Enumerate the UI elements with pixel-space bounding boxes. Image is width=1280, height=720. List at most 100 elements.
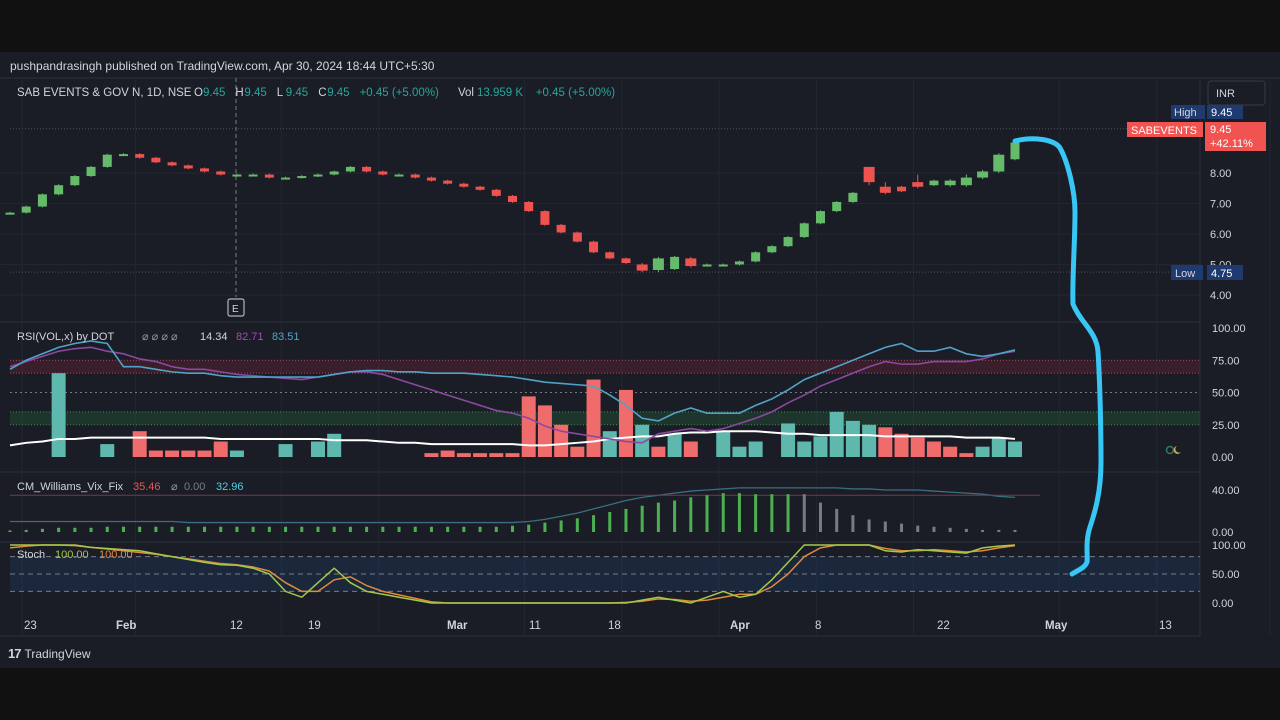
price-tag-value: 9.45 — [1210, 124, 1231, 136]
currency-label: INR — [1216, 88, 1235, 100]
candle-body — [685, 258, 697, 267]
vix-bar — [1013, 529, 1017, 532]
candle — [636, 262, 648, 273]
vix-value-placeholder: ⌀ — [171, 481, 178, 493]
stoch-axis-tick: 100.00 — [1212, 540, 1246, 552]
candle-body — [718, 264, 728, 267]
candle — [394, 173, 404, 177]
candle-body — [21, 206, 31, 213]
rsi-title: RSI(VOL,x) by DOT — [17, 331, 114, 343]
vix-bar — [689, 497, 693, 532]
candle — [912, 174, 924, 189]
candle-body — [475, 186, 485, 190]
candle-body — [702, 264, 712, 267]
time-axis-label: 22 — [937, 620, 950, 632]
stoch-title: Stoch — [17, 549, 45, 561]
candle — [248, 173, 258, 177]
candle-body — [54, 185, 64, 195]
candle — [345, 165, 355, 173]
price-axis-tick: 7.00 — [1210, 199, 1231, 211]
volume-bar — [473, 453, 488, 457]
tradingview-logo[interactable]: 17 TradingView — [8, 646, 91, 661]
candle-body — [491, 189, 501, 196]
volume-bar — [229, 450, 244, 457]
candle — [426, 176, 436, 182]
time-axis-label: 23 — [24, 620, 37, 632]
volume-bar — [521, 396, 536, 457]
vix-bar — [705, 495, 709, 532]
vix-axis-tick: 0.00 — [1212, 527, 1233, 539]
volume-bar — [51, 373, 66, 457]
vix-bar — [154, 526, 158, 532]
vix-bar — [170, 526, 174, 532]
stoch-axis-tick: 0.00 — [1212, 598, 1233, 610]
vix-bar — [235, 526, 239, 532]
low-label-value: 4.75 — [1211, 268, 1232, 280]
candle — [281, 176, 291, 180]
candle-body — [248, 174, 258, 177]
volume-bar — [910, 437, 925, 457]
candle — [799, 222, 809, 238]
candle-body — [1010, 142, 1020, 160]
vix-bar — [754, 494, 758, 532]
low-label-tag — [1171, 265, 1203, 280]
volume-bar — [845, 420, 860, 457]
vix-bar — [267, 526, 271, 532]
candle — [102, 153, 112, 168]
ohlc-key: O — [194, 87, 203, 99]
candle-body — [832, 201, 842, 212]
candle-body — [378, 171, 388, 175]
vix-bar — [251, 526, 255, 532]
vix-bar — [559, 520, 563, 532]
vix-bar — [57, 527, 61, 532]
volume-bar — [781, 423, 796, 457]
volume-bar — [602, 431, 617, 457]
rsi-placeholders: ⌀ ⌀ ⌀ ⌀ — [142, 331, 178, 343]
stoch-value-k: 100.00 — [55, 549, 89, 561]
candle-body — [135, 154, 145, 158]
candle — [929, 179, 939, 187]
vix-bar — [851, 515, 855, 532]
candle-body — [783, 237, 793, 247]
candle — [70, 175, 80, 187]
rsi-oversold-band — [10, 411, 1200, 425]
candle-body — [167, 162, 177, 166]
rsi-vol-line — [9, 340, 1016, 422]
vix-bar — [348, 526, 352, 532]
candle — [718, 263, 728, 267]
candle-body — [151, 157, 161, 163]
volume-bar — [716, 431, 731, 457]
candle — [751, 251, 761, 263]
volume-bar — [748, 441, 763, 457]
candle — [491, 188, 501, 197]
volume-bar — [651, 446, 666, 457]
candle-body — [636, 264, 648, 271]
rsi-value-rsivol: 83.51 — [272, 331, 300, 343]
candle — [767, 245, 777, 254]
candle-body — [589, 241, 599, 253]
time-axis-label: 19 — [308, 620, 321, 632]
rsi-axis-tick: 50.00 — [1212, 388, 1240, 400]
vix-bar — [365, 526, 369, 532]
ohlc-value: 9.45 — [244, 87, 266, 99]
candle — [863, 166, 875, 186]
rsi-line — [9, 346, 1016, 444]
candle-body — [183, 165, 193, 169]
vix-bar — [121, 526, 125, 532]
high-label-value: 9.45 — [1211, 107, 1232, 119]
price-tag-change: +42.11% — [1210, 138, 1253, 150]
vix-bar — [381, 526, 385, 532]
candle — [556, 223, 566, 234]
vix-bar — [640, 505, 644, 532]
volume-bar — [100, 444, 115, 457]
vix-bar — [300, 526, 304, 532]
vix-bar — [624, 508, 628, 532]
candle — [410, 173, 420, 179]
volume-bar — [424, 453, 439, 457]
candle-body — [118, 154, 128, 157]
candle — [21, 205, 31, 214]
vix-bar — [543, 522, 547, 532]
vix-bar — [186, 526, 190, 532]
symbol-tag — [1127, 122, 1203, 137]
